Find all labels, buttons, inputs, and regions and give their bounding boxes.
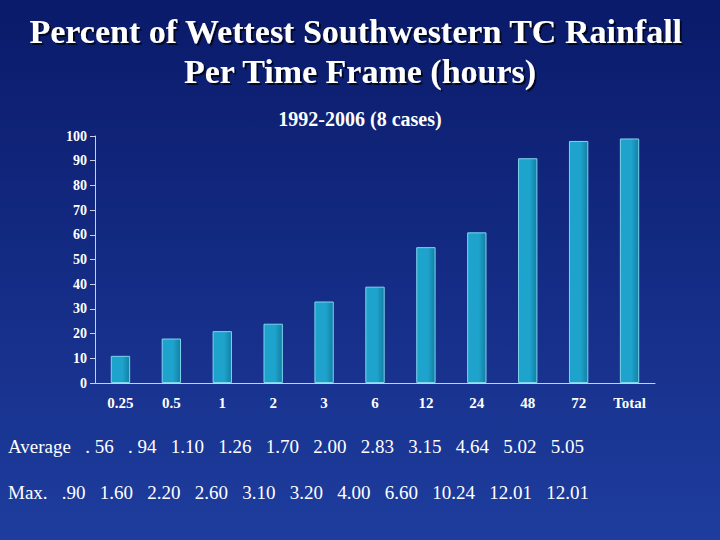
svg-text:24: 24 xyxy=(469,395,485,411)
svg-text:0.5: 0.5 xyxy=(162,395,181,411)
svg-text:48: 48 xyxy=(520,395,535,411)
svg-text:Average . 56 . 94 1.10: Average . 56 . 94 1.10 1.26 1.70 2.00 2.… xyxy=(8,436,584,457)
svg-text:30: 30 xyxy=(73,301,87,316)
svg-text:90: 90 xyxy=(73,153,87,168)
svg-text:100: 100 xyxy=(66,129,87,144)
svg-text:72: 72 xyxy=(571,395,586,411)
svg-text:1992-2006 (8 cases): 1992-2006 (8 cases) xyxy=(278,108,441,131)
svg-text:6: 6 xyxy=(371,395,379,411)
svg-text:10: 10 xyxy=(73,351,87,366)
svg-text:2: 2 xyxy=(269,395,277,411)
svg-text:70: 70 xyxy=(73,203,87,218)
svg-text:20: 20 xyxy=(73,326,87,341)
svg-text:Per Time Frame (hours): Per Time Frame (hours) xyxy=(184,53,536,91)
svg-text:50: 50 xyxy=(73,252,87,267)
svg-text:Total: Total xyxy=(613,395,646,411)
svg-text:Max. .90 1.60 2.20 2.6: Max. .90 1.60 2.20 2.60 3.10 3.20 4.00 6… xyxy=(8,482,589,503)
svg-text:0: 0 xyxy=(80,376,87,391)
svg-text:12: 12 xyxy=(418,395,433,411)
svg-text:Percent of Wettest Southwester: Percent of Wettest Southwestern TC Rainf… xyxy=(29,13,690,50)
svg-text:80: 80 xyxy=(73,178,87,193)
svg-text:3: 3 xyxy=(320,395,328,411)
svg-text:60: 60 xyxy=(73,227,87,242)
svg-text:1: 1 xyxy=(219,395,227,411)
svg-text:0.25: 0.25 xyxy=(107,395,133,411)
svg-text:40: 40 xyxy=(73,277,87,292)
